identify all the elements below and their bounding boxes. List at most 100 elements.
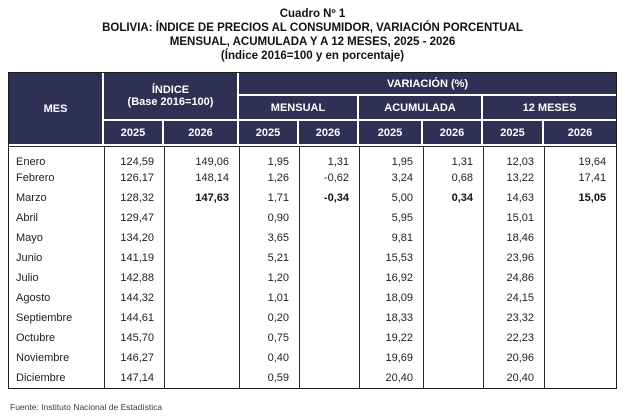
- 12meses-2026-cell: [544, 288, 617, 308]
- indice-2025-cell: 128,32: [104, 188, 164, 208]
- indice-2025-cell: 145,70: [104, 328, 164, 348]
- 12meses-2025-cell: 13,22: [483, 168, 544, 188]
- mensual-2026-cell: [299, 208, 359, 228]
- acumulada-2025-cell: 5,95: [359, 208, 423, 228]
- 12meses-2025-cell: 20,96: [483, 348, 544, 368]
- table-row: Abril 129,47 0,90 5,95 15,01: [9, 208, 617, 228]
- title-line-1: BOLIVIA: ÍNDICE DE PRECIOS AL CONSUMIDOR…: [102, 22, 523, 34]
- 12meses-2026-cell: [544, 208, 617, 228]
- 12meses-2026-cell: 19,64: [544, 146, 617, 168]
- month-cell: Septiembre: [9, 308, 104, 328]
- mensual-2026-cell: 1,31: [299, 146, 359, 168]
- table-row: Noviembre 146,27 0,40 19,69 20,96: [9, 348, 617, 368]
- acumulada-2025-cell: 16,92: [359, 268, 423, 288]
- source-note: Fuente: Instituto Nacional de Estadístic…: [10, 402, 163, 412]
- mensual-2025-cell: 0,40: [239, 348, 299, 368]
- table-row: Julio 142,88 1,20 16,92 24,86: [9, 268, 617, 288]
- 12meses-2025-cell: 20,40: [483, 368, 544, 388]
- indice-2025-cell: 134,20: [104, 228, 164, 248]
- month-cell: Mayo: [9, 228, 104, 248]
- 12meses-2026-cell: [544, 328, 617, 348]
- indice-2026-cell: [164, 368, 239, 388]
- indice-2026-cell: [164, 228, 239, 248]
- month-cell: Julio: [9, 268, 104, 288]
- 12meses-2026-cell: [544, 308, 617, 328]
- mensual-2026-cell: [299, 288, 359, 308]
- acumulada-2026-cell: 1,31: [423, 146, 483, 168]
- acumulada-2026-cell: [423, 228, 483, 248]
- acumulada-2026-cell: 0,34: [423, 188, 483, 208]
- acumulada-2025-cell: 18,09: [359, 288, 423, 308]
- 12meses-2025-cell: 24,86: [483, 268, 544, 288]
- indice-2025-cell: 126,17: [104, 168, 164, 188]
- title-block: Cuadro Nº 1 BOLIVIA: ÍNDICE DE PRECIOS A…: [0, 7, 625, 63]
- 12meses-2025-cell: 23,32: [483, 308, 544, 328]
- table-body: Enero 124,59 149,06 1,95 1,31 1,95 1,31 …: [9, 146, 617, 388]
- month-cell: Enero: [9, 146, 104, 168]
- acumulada-2026-cell: [423, 288, 483, 308]
- indice-2025-cell: 144,32: [104, 288, 164, 308]
- indice-2025-cell: 146,27: [104, 348, 164, 368]
- table-row: Octubre 145,70 0,75 19,22 22,23: [9, 328, 617, 348]
- indice-2025-cell: 141,19: [104, 248, 164, 268]
- header-indice-title: ÍNDICE: [151, 84, 190, 96]
- mensual-2026-cell: -0,34: [299, 188, 359, 208]
- acumulada-2026-cell: [423, 348, 483, 368]
- header-year-mensual-2026: 2026: [299, 121, 359, 146]
- header-mes: MES: [9, 73, 104, 146]
- 12meses-2025-cell: 18,46: [483, 228, 544, 248]
- month-cell: Febrero: [9, 168, 104, 188]
- acumulada-2026-cell: [423, 328, 483, 348]
- month-cell: Noviembre: [9, 348, 104, 368]
- 12meses-2025-cell: 12,03: [483, 146, 544, 168]
- month-cell: Octubre: [9, 328, 104, 348]
- month-cell: Marzo: [9, 188, 104, 208]
- acumulada-2025-cell: 9,81: [359, 228, 423, 248]
- 12meses-2026-cell: 17,41: [544, 168, 617, 188]
- header-year-acumulada-2025: 2025: [359, 121, 423, 146]
- mensual-2026-cell: [299, 308, 359, 328]
- indice-2026-cell: [164, 348, 239, 368]
- table-row: Mayo 134,20 3,65 9,81 18,46: [9, 228, 617, 248]
- mensual-2025-cell: 1,26: [239, 168, 299, 188]
- mensual-2026-cell: [299, 248, 359, 268]
- indice-2025-cell: 124,59: [104, 146, 164, 168]
- header-acumulada: ACUMULADA: [359, 96, 483, 121]
- mensual-2025-cell: 1,20: [239, 268, 299, 288]
- table-row: Agosto 144,32 1,01 18,09 24,15: [9, 288, 617, 308]
- indice-2026-cell: [164, 268, 239, 288]
- mensual-2025-cell: 3,65: [239, 228, 299, 248]
- month-cell: Agosto: [9, 288, 104, 308]
- 12meses-2026-cell: 15,05: [544, 188, 617, 208]
- acumulada-2025-cell: 19,22: [359, 328, 423, 348]
- acumulada-2026-cell: [423, 368, 483, 388]
- acumulada-2025-cell: 1,95: [359, 146, 423, 168]
- mensual-2025-cell: 1,71: [239, 188, 299, 208]
- indice-2026-cell: [164, 328, 239, 348]
- mensual-2026-cell: [299, 328, 359, 348]
- mensual-2025-cell: 0,20: [239, 308, 299, 328]
- title-line-3: (Índice 2016=100 y en porcentaje): [220, 50, 405, 62]
- 12meses-2026-cell: [544, 228, 617, 248]
- acumulada-2026-cell: [423, 308, 483, 328]
- header-year-indice-2026: 2026: [164, 121, 239, 146]
- mensual-2026-cell: [299, 268, 359, 288]
- indice-2026-cell: [164, 288, 239, 308]
- data-table-wrapper: MES ÍNDICE (Base 2016=100) VARIACIÓN (%)…: [8, 72, 617, 389]
- header-indice: ÍNDICE (Base 2016=100): [104, 73, 239, 121]
- indice-2025-cell: 144,61: [104, 308, 164, 328]
- table-row: Febrero 126,17 148,14 1,26 -0,62 3,24 0,…: [9, 168, 617, 188]
- header-mensual: MENSUAL: [239, 96, 359, 121]
- header-year-mensual-2025: 2025: [239, 121, 299, 146]
- acumulada-2025-cell: 3,24: [359, 168, 423, 188]
- mensual-2025-cell: 0,75: [239, 328, 299, 348]
- header-12meses: 12 MESES: [483, 96, 617, 121]
- acumulada-2026-cell: [423, 248, 483, 268]
- table-row: Junio 141,19 5,21 15,53 23,96: [9, 248, 617, 268]
- 12meses-2026-cell: [544, 268, 617, 288]
- table-header: MES ÍNDICE (Base 2016=100) VARIACIÓN (%)…: [9, 73, 617, 146]
- table-number: Cuadro Nº 1: [279, 8, 346, 20]
- acumulada-2026-cell: [423, 268, 483, 288]
- 12meses-2025-cell: 15,01: [483, 208, 544, 228]
- acumulada-2026-cell: 0,68: [423, 168, 483, 188]
